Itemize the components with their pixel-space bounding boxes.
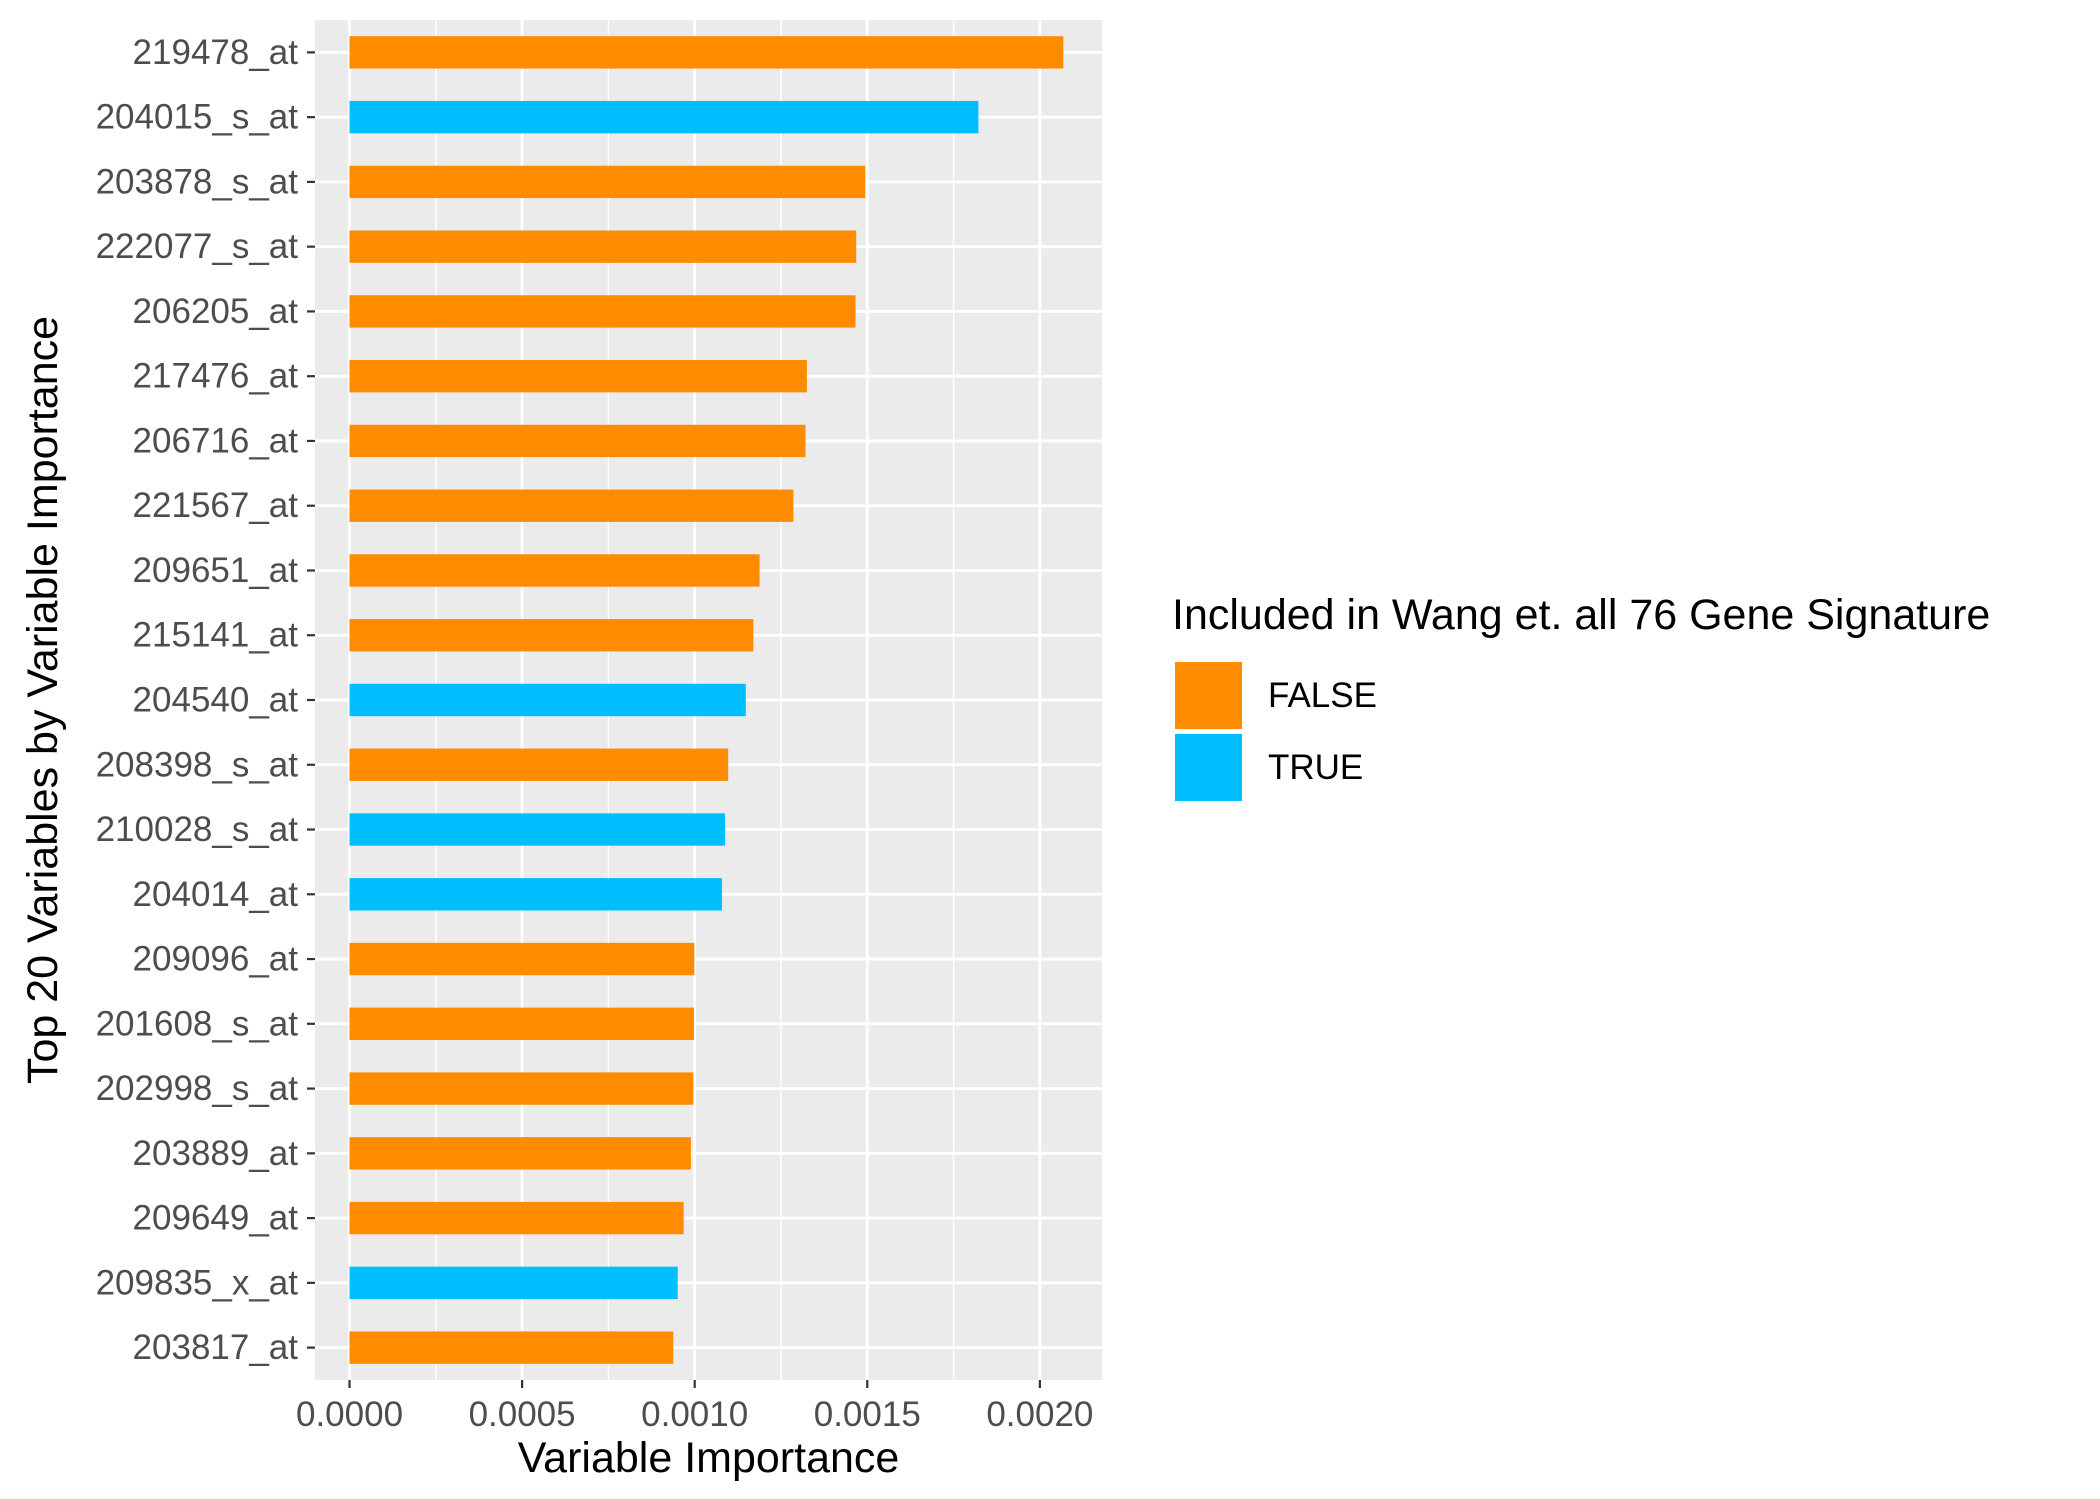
y-tick-label: 206716_at <box>133 421 299 460</box>
x-tick-label: 0.0015 <box>814 1395 921 1434</box>
bar-209835_x_at <box>349 1266 678 1300</box>
y-tick-label: 201608_s_at <box>96 1004 299 1043</box>
y-tick-label: 209651_at <box>133 551 299 590</box>
legend-key-true <box>1175 734 1242 801</box>
bar-204540_at <box>349 683 746 717</box>
y-axis-title: Top 20 Variables by Variable Importance <box>19 316 67 1084</box>
y-axis: 219478_at 204015_s_at 203878_s_at 222077_s_… <box>96 33 315 1367</box>
bar-201608_s_at <box>349 1007 695 1040</box>
bar-222077_s_at <box>349 230 857 263</box>
y-tick-label: 209649_at <box>133 1199 299 1238</box>
y-tick-label: 210028_s_at <box>96 810 299 849</box>
bars <box>349 36 1064 1364</box>
bar-208398_s_at <box>349 748 729 781</box>
x-tick-label: 0.0010 <box>641 1395 748 1434</box>
bar-209649_at <box>349 1201 684 1235</box>
y-tick-label: 203889_at <box>133 1134 299 1173</box>
bar-204014_at <box>349 878 722 911</box>
y-tick-label: 204540_at <box>133 681 299 720</box>
y-tick-label: 209835_x_at <box>96 1263 299 1302</box>
x-axis-title: Variable Importance <box>518 1434 900 1482</box>
legend-key-false <box>1175 662 1242 729</box>
bar-217476_at <box>349 360 807 393</box>
y-tick-label: 209096_at <box>133 940 299 979</box>
legend: Included in Wang et. all 76 Gene Signatu… <box>1172 591 1990 801</box>
bar-221567_at <box>349 489 794 522</box>
bar-210028_s_at <box>349 813 726 846</box>
bar-203889_at <box>349 1137 691 1170</box>
x-axis: 0.0000 0.0005 0.0010 0.0015 0.0020 <box>296 1380 1093 1434</box>
bar-219478_at <box>349 36 1064 69</box>
bar-204015_s_at <box>349 100 979 134</box>
y-tick-label: 202998_s_at <box>96 1069 299 1108</box>
legend-label-false: FALSE <box>1268 676 1377 715</box>
y-tick-label: 204015_s_at <box>96 98 299 137</box>
y-tick-label: 222077_s_at <box>96 227 299 266</box>
x-tick-label: 0.0020 <box>986 1395 1093 1434</box>
y-tick-label: 208398_s_at <box>96 745 299 784</box>
bar-209096_at <box>349 942 695 976</box>
y-tick-label: 203878_s_at <box>96 162 299 201</box>
bar-209651_at <box>349 554 760 587</box>
bar-206716_at <box>349 424 806 458</box>
y-tick-label: 215141_at <box>133 616 299 655</box>
legend-title: Included in Wang et. all 76 Gene Signatu… <box>1172 591 1990 639</box>
y-tick-label: 221567_at <box>133 486 299 525</box>
bar-203878_s_at <box>349 165 866 199</box>
bar-203817_at <box>349 1331 674 1364</box>
y-tick-label: 206205_at <box>133 292 299 331</box>
legend-label-true: TRUE <box>1268 748 1363 787</box>
bar-206205_at <box>349 295 856 328</box>
y-tick-label: 204014_at <box>133 875 299 914</box>
bar-215141_at <box>349 619 754 652</box>
bar-202998_s_at <box>349 1072 694 1105</box>
y-tick-label: 203817_at <box>133 1328 299 1367</box>
y-tick-label: 217476_at <box>133 357 299 396</box>
x-tick-label: 0.0005 <box>469 1395 576 1434</box>
y-tick-label: 219478_at <box>133 33 299 72</box>
x-tick-label: 0.0000 <box>296 1395 403 1434</box>
